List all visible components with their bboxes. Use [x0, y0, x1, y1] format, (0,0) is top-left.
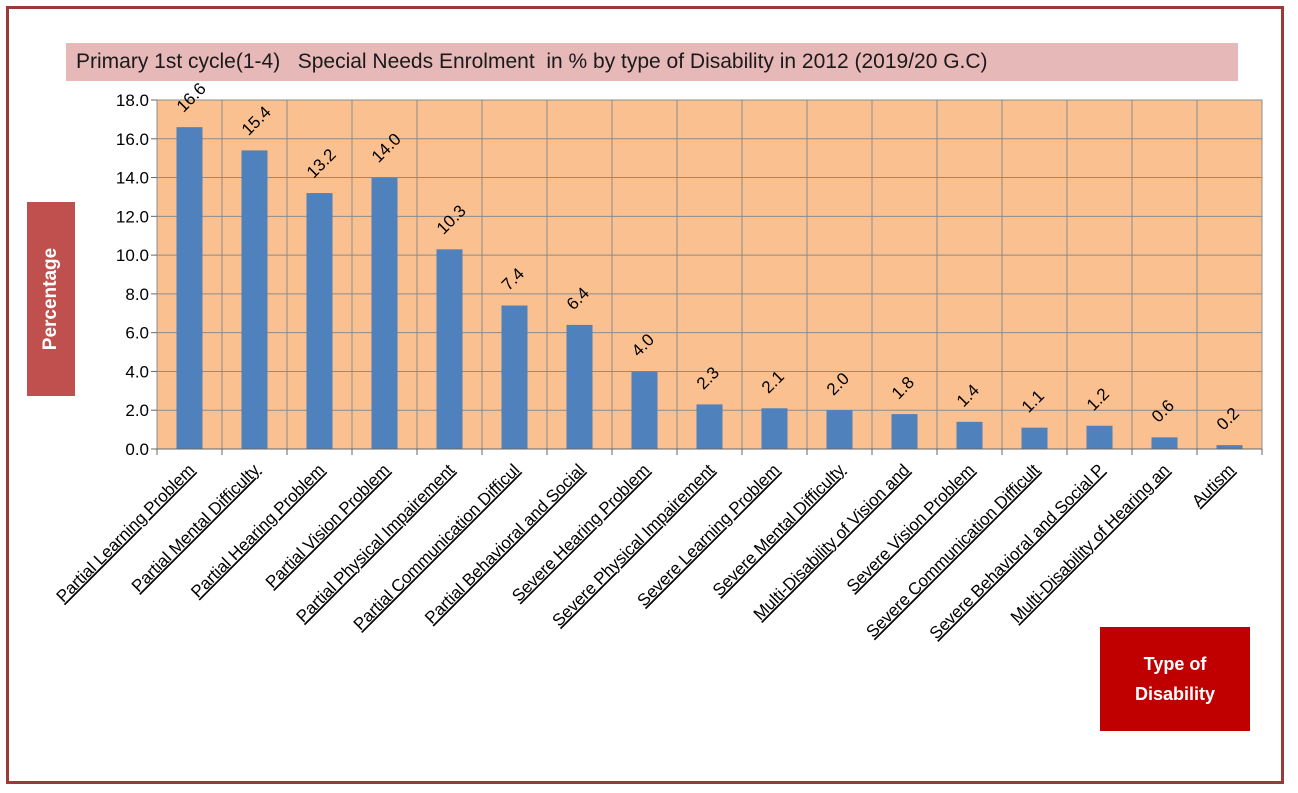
bar: [1086, 425, 1113, 449]
y-tick-label: 8.0: [125, 285, 149, 304]
category-label: Autism: [1188, 460, 1238, 510]
y-axis-title-box: Percentage: [27, 202, 75, 396]
y-tick-label: 18.0: [116, 91, 149, 110]
y-axis-ticks: 0.0 2.0 4.0 6.0 8.0 10.0 12.0 14.0 16.0 18.0: [116, 91, 157, 459]
x-axis-title-line-1: Type of: [1143, 654, 1207, 674]
bars: [176, 127, 1243, 450]
bar: [826, 410, 853, 449]
bar: [696, 404, 723, 449]
plot-area: [157, 100, 1262, 449]
bar: [371, 177, 398, 450]
category-label: Severe Mental Difficulty: [709, 460, 849, 600]
x-axis-ticks: [156, 448, 1263, 455]
y-axis-title: Percentage: [40, 247, 61, 351]
bar: [306, 193, 333, 449]
bar: [1151, 437, 1178, 449]
category-label: Severe Vision Problem: [843, 460, 978, 595]
bar: [566, 324, 593, 449]
chart-title: Primary 1st cycle(1-4) Special Needs Enr…: [66, 43, 1238, 81]
y-tick-label: 12.0: [116, 207, 149, 226]
y-tick-label: 4.0: [125, 362, 149, 381]
bar: [1216, 445, 1243, 449]
x-axis-title-line-2: Disability: [1134, 684, 1216, 704]
bar: [761, 408, 788, 449]
bar: [956, 421, 983, 449]
y-tick-label: 2.0: [125, 401, 149, 420]
y-tick-label: 0.0: [125, 440, 149, 459]
bar: [176, 127, 203, 450]
bar: [436, 249, 463, 449]
bar: [241, 150, 268, 449]
x-axis-title: Type of Disability: [1100, 627, 1250, 731]
bar: [891, 414, 918, 449]
y-tick-label: 10.0: [116, 246, 149, 265]
y-tick-label: 16.0: [116, 130, 149, 149]
bar: [1021, 427, 1048, 449]
category-label: Partial Hearing Problem: [187, 460, 328, 601]
category-label: Partial Mental Difficulty: [128, 460, 264, 596]
gridlines: [156, 99, 1263, 450]
category-label: Partial Vision Problem: [262, 460, 393, 591]
bar: [501, 305, 528, 449]
y-tick-label: 6.0: [125, 324, 149, 343]
bar: [631, 371, 658, 449]
y-tick-label: 14.0: [116, 169, 149, 188]
